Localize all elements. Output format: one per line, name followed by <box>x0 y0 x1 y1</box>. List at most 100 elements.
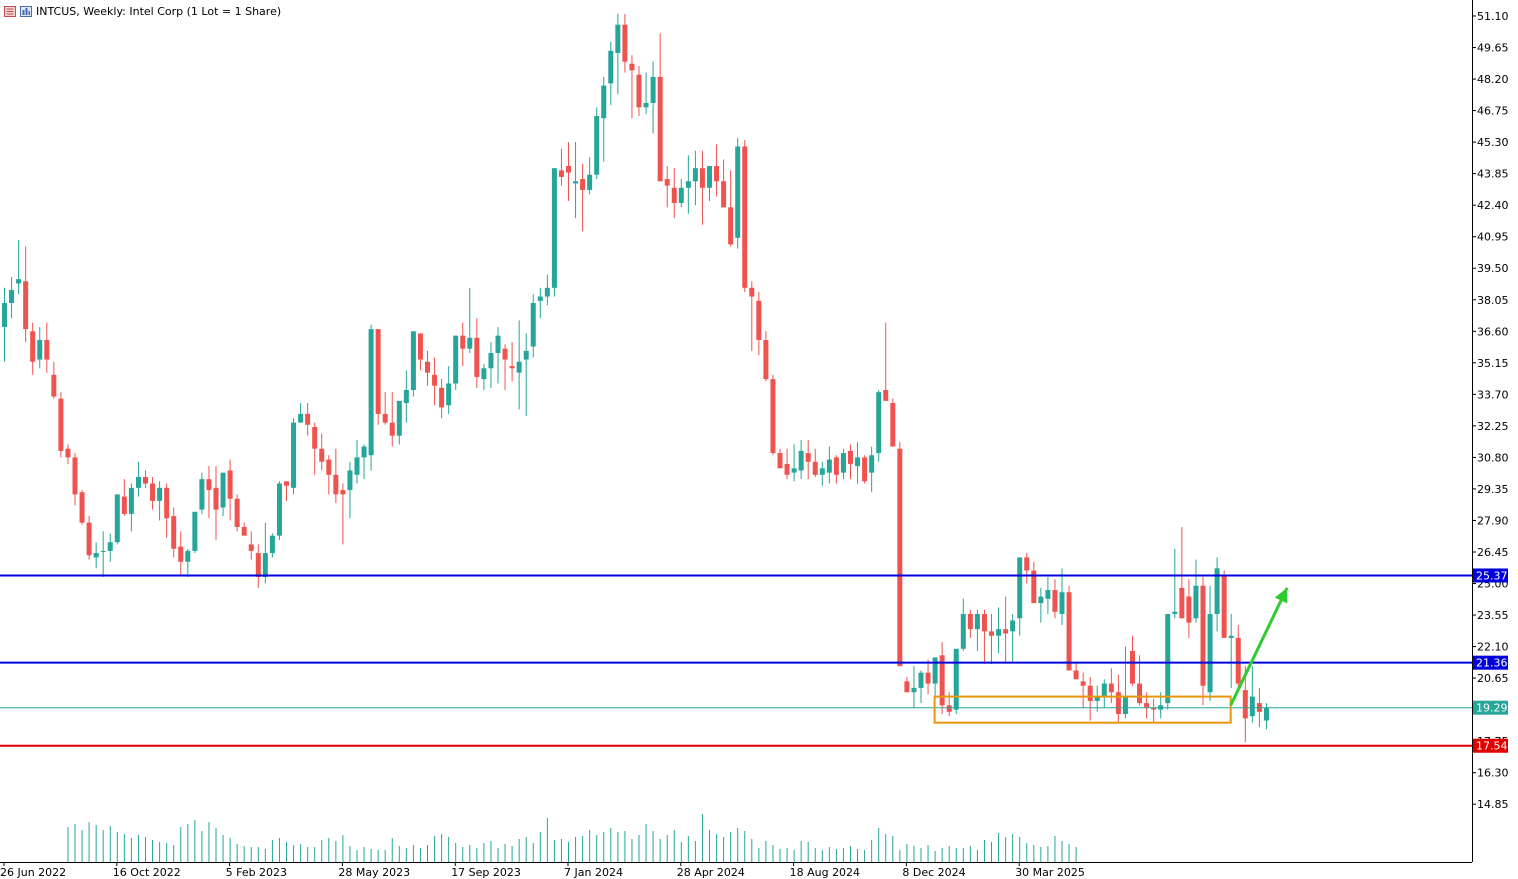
candle-body <box>143 476 148 484</box>
candle-body <box>1151 707 1157 710</box>
candle-body <box>1003 629 1009 634</box>
candle-body <box>241 526 247 536</box>
y-tick-label: 39.50 <box>1477 262 1509 275</box>
candle-body <box>1017 557 1023 619</box>
candle-body <box>1066 592 1072 671</box>
candle-body <box>509 366 515 369</box>
candle-body <box>220 472 226 508</box>
candle-body <box>157 487 163 501</box>
candle-body <box>594 116 600 175</box>
candle-body <box>692 168 698 182</box>
candle-body <box>171 516 177 549</box>
candle-body <box>474 337 480 377</box>
y-tick-label: 48.20 <box>1477 73 1509 86</box>
candle-body <box>16 279 22 284</box>
y-tick-label: 43.85 <box>1477 168 1509 181</box>
candle-body <box>368 329 374 456</box>
candle-body <box>291 422 297 488</box>
candle-body <box>1094 696 1100 701</box>
price-level-tag <box>1473 700 1508 715</box>
candle-body <box>876 392 882 454</box>
candle-body <box>566 166 571 173</box>
candle-body <box>622 24 628 62</box>
y-tick-label: 36.60 <box>1477 325 1509 338</box>
candle-body <box>425 361 430 373</box>
candle-body <box>911 687 917 693</box>
candle-body <box>862 457 868 482</box>
support-zone-rectangle[interactable] <box>933 695 1232 724</box>
candle-body <box>65 448 71 458</box>
candle-body <box>714 166 720 182</box>
candle-body <box>798 450 804 471</box>
candle-body <box>601 85 607 119</box>
candle-body <box>826 459 832 473</box>
candle-body <box>248 544 254 551</box>
arrow-head <box>1274 587 1288 604</box>
candle-body <box>2 303 7 327</box>
price-level-label: 21.36 <box>1476 657 1508 670</box>
y-tick-label: 33.70 <box>1477 388 1509 401</box>
candle-body <box>1080 681 1086 686</box>
candle-body <box>9 289 15 304</box>
candle-body <box>502 348 508 360</box>
chart-icon[interactable] <box>20 5 32 17</box>
candle-body <box>833 457 839 475</box>
y-tick-label: 32.25 <box>1477 420 1509 433</box>
candle-body <box>932 657 938 684</box>
candle-body <box>213 487 219 510</box>
price-level-tag <box>1473 655 1508 670</box>
candle-body <box>1221 574 1227 638</box>
candle-body <box>918 672 924 688</box>
candle-body <box>784 463 790 475</box>
candle-body <box>340 490 346 495</box>
price-level-tag <box>1473 738 1508 753</box>
y-tick-label: 26.45 <box>1477 546 1509 559</box>
candle-body <box>284 481 289 486</box>
x-tick-label: 30 Mar 2025 <box>1015 866 1085 879</box>
y-tick-label: 45.30 <box>1477 136 1509 149</box>
candle-body <box>347 470 353 491</box>
candle-body <box>981 613 987 632</box>
candle-body <box>946 705 952 712</box>
candle-body <box>925 672 931 684</box>
candle-body <box>326 459 332 475</box>
y-tick-label: 42.40 <box>1477 199 1509 212</box>
candle-body <box>319 448 325 462</box>
candle-body <box>819 468 825 475</box>
candle-body <box>389 422 395 436</box>
candle-body <box>996 629 1002 636</box>
candle-body <box>1122 696 1128 714</box>
candle-body <box>742 146 748 288</box>
candle-body <box>777 453 783 469</box>
chart-header: INTCUS, Weekly: Intel Corp (1 Lot = 1 Sh… <box>4 3 282 19</box>
chart-icon[interactable] <box>4 5 16 17</box>
y-tick-label: 23.55 <box>1477 609 1509 622</box>
candle-body <box>305 413 311 425</box>
x-tick-label: 26 Jun 2022 <box>0 866 66 879</box>
x-tick-label: 8 Dec 2024 <box>902 866 965 879</box>
candle-body <box>1130 650 1135 684</box>
price-level-label: 17.54 <box>1476 740 1508 753</box>
candle-body <box>636 74 642 108</box>
candle-body <box>128 487 134 514</box>
candle-body <box>805 453 811 462</box>
y-tick-label: 51.10 <box>1477 10 1509 23</box>
candle-body <box>735 146 741 238</box>
candle-body <box>756 300 762 340</box>
candle-body <box>100 550 106 552</box>
bullish-arrow[interactable] <box>1229 587 1289 706</box>
candle-body <box>255 553 261 578</box>
candle-body <box>1263 707 1269 721</box>
price-level-label: 19.29 <box>1476 702 1508 715</box>
candle-body <box>453 335 459 384</box>
candle-body <box>467 337 473 349</box>
candle-body <box>974 613 980 630</box>
candle-body <box>164 487 170 519</box>
candle-body <box>573 181 579 184</box>
candle-body <box>403 390 409 404</box>
y-tick-label: 20.65 <box>1477 672 1509 685</box>
candle-body <box>523 350 529 360</box>
price-level-label: 25.37 <box>1476 569 1508 582</box>
